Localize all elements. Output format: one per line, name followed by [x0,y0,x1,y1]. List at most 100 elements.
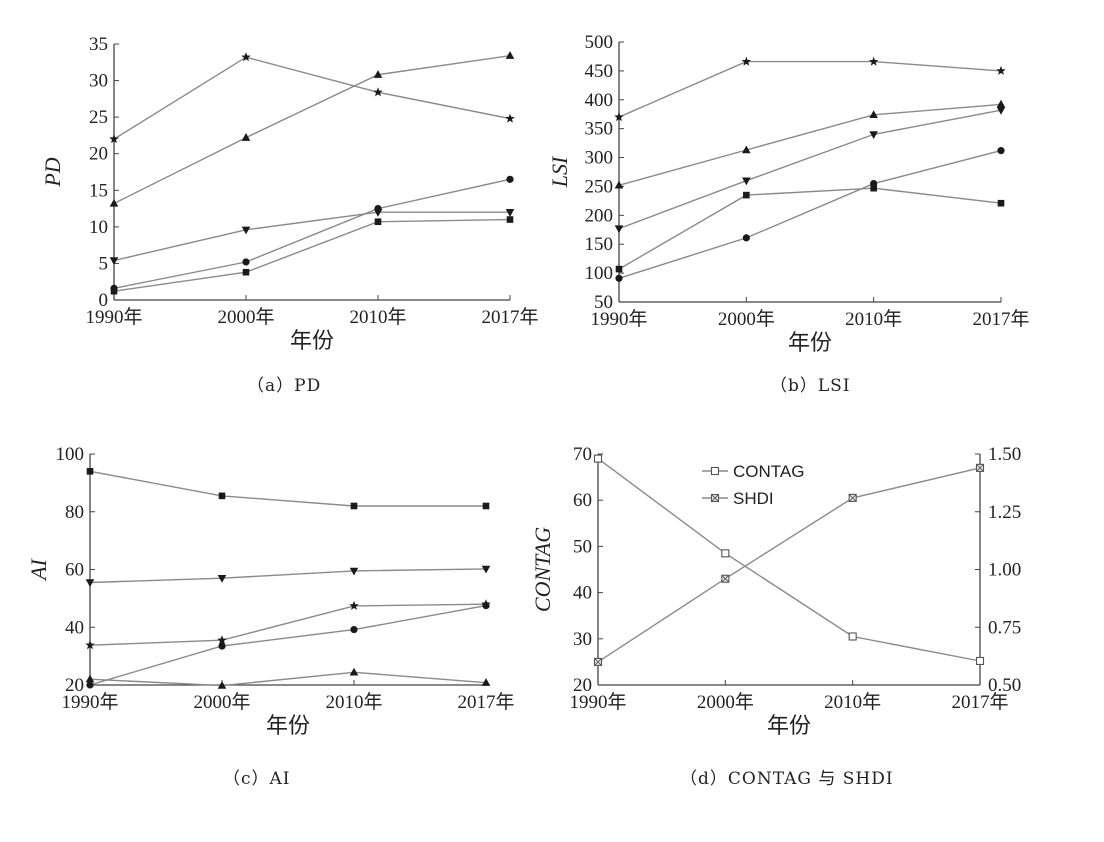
legend-item-contag: CONTAG [702,462,804,481]
x-tick-label: 2010年 [824,691,881,713]
series-line [597,458,981,662]
data-point-square [110,287,118,295]
y-tick-label: 70 [573,444,592,465]
series-line [618,187,1002,270]
x-tick-label: 2000年 [217,306,274,328]
y-tick-label: 60 [65,560,84,581]
x-tick-label: 2017年 [481,306,538,328]
chart-contag-shdi: 20 30 40 50 60 70 0.50 0.75 1.00 1.25 1.50 1990年 200… [530,444,1021,739]
data-point-star [241,52,251,62]
series-5-triangle-up [85,667,491,689]
x-axis-title: 年份 [767,714,811,739]
y-tick-label: 50 [573,536,592,557]
data-point-triangle-down [241,226,251,235]
y2-tick-label: 1.25 [988,502,1021,523]
axes: 20 30 40 50 60 70 0.50 0.75 1.00 1.25 1.50 1990年 200… [530,444,1021,739]
y-tick-label: 20 [573,675,592,696]
data-point-triangle-down [481,565,491,574]
chart-lsi: 50 100 150 200 250 300 350 400 450 500 1990年 2000年 2… [547,32,1030,353]
series-1-open-square [593,454,985,666]
series-3-star [85,599,491,650]
data-point-circle [506,175,514,183]
data-point-triangle-up [241,133,251,141]
x-tick-label: 2017年 [951,691,1008,713]
series-line [618,149,1002,279]
y-tick-label: 450 [585,61,614,82]
data-point-triangle-down [505,209,515,217]
series-1-star [109,52,515,144]
y-tick-label: 15 [89,180,108,201]
y-tick-label: 40 [573,583,592,604]
legend-item-shdi: SHDI [702,489,774,508]
data-point-square [86,468,94,475]
data-point-star [85,640,95,650]
series-4-circle [110,175,514,292]
series-4-circle [86,601,490,689]
data-point-triangle-up [109,198,119,207]
series-1-star [614,56,1006,122]
chart-panel-contag-shdi: 20 30 40 50 60 70 0.50 0.75 1.00 1.25 1.50 1990年 200… [530,432,1090,752]
series-line [113,211,510,262]
data-point-square [615,265,623,273]
y-tick-label: 35 [89,34,108,55]
x-tick-label: 2010年 [845,308,902,330]
series-line [89,568,487,584]
data-point-triangle-down [109,257,119,266]
data-point-star [741,56,752,66]
data-point-triangle-up [505,51,515,59]
data-point-open-square [848,632,857,641]
data-point-circle [350,625,358,634]
x-tick-label: 1990年 [569,691,626,713]
data-point-star [217,635,227,645]
y2-tick-label: 1.00 [988,560,1021,581]
series-2-triangle-up [109,51,515,207]
series-line [113,56,511,140]
data-point-crossed-square [593,657,603,666]
y-tick-label: 20 [65,675,84,696]
y-axis-title: CONTAG [530,527,555,612]
data-point-triangle-up [349,667,359,676]
x-tick-label: 2017年 [972,308,1029,330]
data-point-crossed-square [848,493,857,502]
chart-panel-ai: 20 40 60 80 100 1990年 2000年 2010年 2017年 年份 AI [10,432,535,752]
data-point-square [242,268,250,276]
chart-panel-lsi: 50 100 150 200 250 300 350 400 450 500 1990年 2000年 2… [545,28,1065,353]
data-point-star [349,600,359,610]
series-2-triangle-up [614,99,1006,189]
data-point-circle [615,274,623,282]
y-tick-label: 150 [585,234,614,255]
data-point-square [506,216,514,223]
chart-panel-pd: 0 5 10 15 20 25 30 35 1990年 2000年 2010年 2017年 年份 PD [30,28,565,353]
caption-contag-shdi: （d）CONTAG 与 SHDI [680,769,894,789]
x-tick-label: 2000年 [697,691,754,713]
data-point-triangle-up [742,145,751,154]
legend-marker [710,466,720,476]
x-tick-label: 2000年 [718,308,775,330]
y-tick-label: 5 [99,253,109,274]
data-point-triangle-up [217,680,227,689]
series-line [89,470,486,507]
data-point-square [350,502,358,510]
series-line [113,218,511,292]
data-point-triangle-down [996,106,1006,115]
data-point-triangle-down [85,579,95,588]
caption-ai: （c）AI [223,769,291,789]
data-point-triangle-up [869,110,878,118]
y-tick-label: 100 [56,444,85,465]
y-tick-label: 400 [585,90,614,111]
y-tick-label: 300 [585,148,614,169]
y-axis-title: PD [40,157,65,187]
x-tick-label: 1990年 [590,308,647,330]
data-point-square [870,184,877,192]
legend-label: CONTAG [733,462,804,481]
y-tick-label: 350 [585,119,614,140]
data-point-triangle-down [869,131,878,140]
series-line [89,604,487,686]
data-point-circle [86,681,94,689]
y-tick-label: 500 [585,32,614,53]
data-point-open-square [721,549,730,558]
series-line [113,55,511,205]
x-tick-label: 2010年 [349,306,406,328]
